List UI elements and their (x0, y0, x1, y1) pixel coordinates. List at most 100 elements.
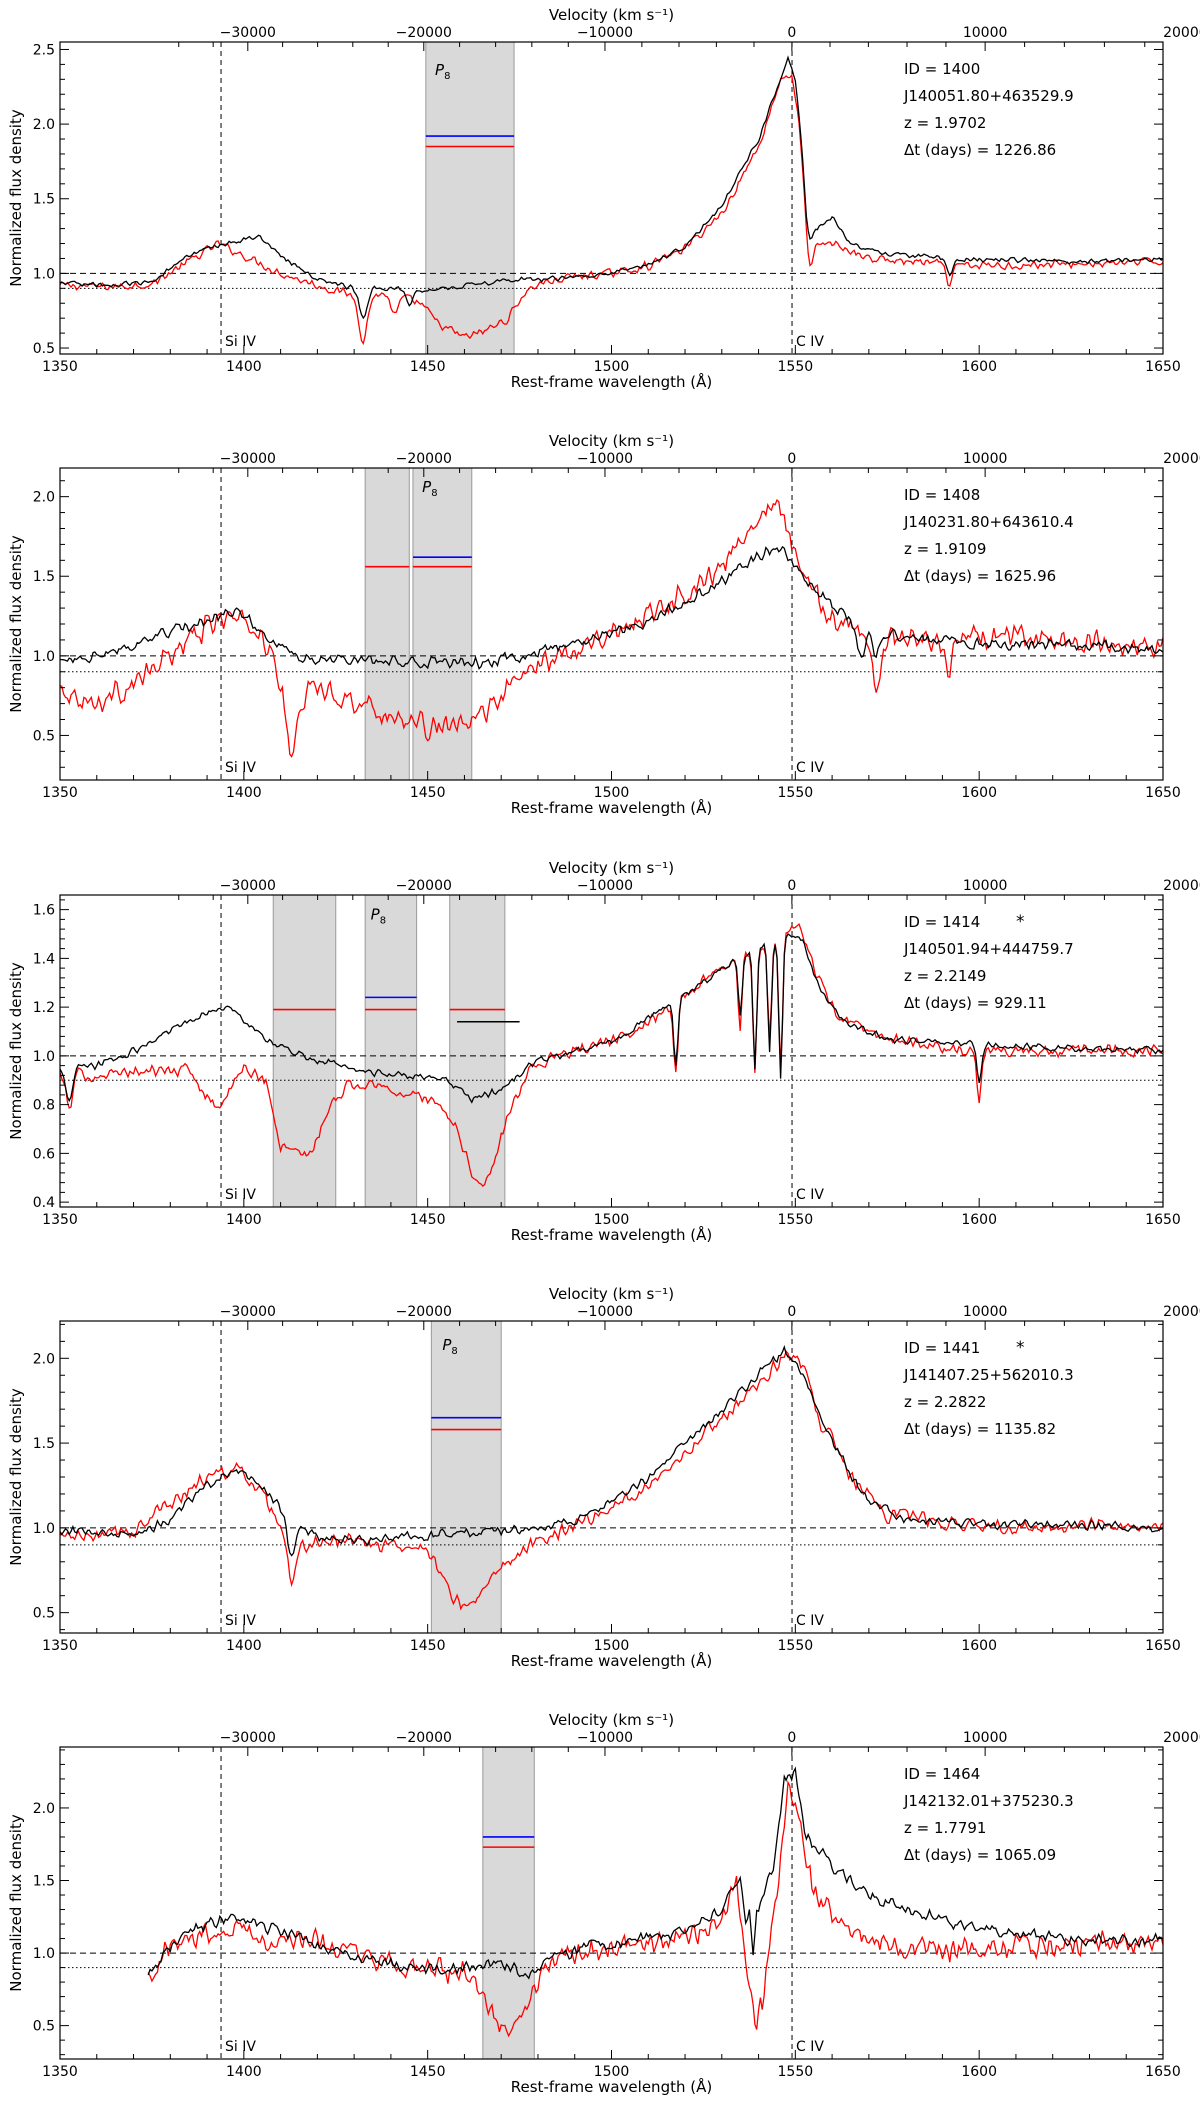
redshift: z = 1.7791 (904, 1819, 986, 1837)
absorption-region-3 (449, 895, 506, 1207)
x-tick-label: 1600 (961, 1638, 997, 1654)
spectrum-panel-2: P8 1350 1400 1450 1500 1550 1600 1650 Rest-frame… (7, 432, 1200, 817)
absorption-region-2 (412, 468, 473, 780)
time-baseline: Δt (days) = 1135.82 (904, 1420, 1056, 1438)
object-name: J140051.80+463529.9 (903, 87, 1074, 105)
x-axis-title: Rest-frame wavelength (Å) (511, 2077, 712, 2096)
x-tick-label: 1450 (410, 359, 446, 375)
object-id: ID = 1408 (904, 486, 980, 504)
redshift: z = 1.9109 (904, 540, 986, 558)
x-tick-label: 1450 (410, 785, 446, 801)
absorption-region-1 (364, 468, 410, 780)
y-axis-title: Normalized flux density (7, 1388, 25, 1566)
y-tick-label: 0.6 (33, 1146, 55, 1162)
y-axis-title: Normalized flux density (7, 1814, 25, 1992)
region-label: P8 (435, 61, 450, 82)
y-tick-label: 0.4 (33, 1195, 55, 1211)
x-tick-label: 1550 (778, 1212, 814, 1228)
object-name: J140231.80+643610.4 (903, 513, 1074, 531)
x-axis-title: Rest-frame wavelength (Å) (511, 372, 712, 391)
velocity-tick-label: 0 (787, 451, 796, 467)
y-tick-label: 1.0 (33, 266, 55, 282)
velocity-tick-label: 10000 (963, 451, 1008, 467)
y-tick-label: 1.6 (33, 903, 55, 919)
x-axis-title: Rest-frame wavelength (Å) (511, 798, 712, 817)
velocity-tick-label: −10000 (577, 1304, 633, 1320)
y-tick-label: 1.4 (33, 951, 55, 967)
velocity-tick-label: −30000 (220, 1304, 276, 1320)
object-id: ID = 1400 (904, 60, 980, 78)
y-tick-label: 0.8 (33, 1098, 55, 1114)
redshift: z = 2.2822 (904, 1393, 986, 1411)
spectrum-panel-5: 1350 1400 1450 1500 1550 1600 1650 Rest-frame w… (7, 1711, 1200, 2096)
x-tick-label: 1600 (961, 359, 997, 375)
red-spectrum-series (60, 1350, 1163, 1611)
absorption-region-2 (364, 895, 418, 1207)
region-label: P8 (371, 905, 386, 926)
x-tick-label: 1350 (42, 1638, 78, 1654)
y-tick-label: 0.5 (33, 728, 55, 744)
time-baseline: Δt (days) = 1625.96 (904, 567, 1056, 585)
velocity-tick-label: 10000 (963, 1304, 1008, 1320)
velocity-axis-title: Velocity (km s⁻¹) (549, 859, 674, 877)
velocity-tick-label: −10000 (577, 878, 633, 894)
velocity-tick-label: −30000 (220, 1730, 276, 1746)
absorption-region-1 (272, 895, 337, 1207)
black-spectrum-series (60, 545, 1163, 670)
y-tick-label: 0.5 (33, 1606, 55, 1622)
time-baseline: Δt (days) = 929.11 (904, 994, 1047, 1012)
y-tick-label: 1.0 (33, 1946, 55, 1962)
object-id: ID = 1441 (904, 1339, 980, 1357)
line-label-2: C IV (796, 1187, 824, 1203)
redshift: z = 1.9702 (904, 114, 986, 132)
x-tick-label: 1500 (594, 1638, 630, 1654)
y-tick-label: 1.0 (33, 649, 55, 665)
velocity-tick-label: −20000 (396, 878, 452, 894)
x-tick-label: 1500 (594, 785, 630, 801)
x-tick-label: 1650 (1145, 1212, 1181, 1228)
line-label-1: Si IV (225, 1187, 256, 1203)
velocity-tick-label: −10000 (577, 25, 633, 41)
x-tick-label: 1450 (410, 1638, 446, 1654)
velocity-tick-label: 20000 (1163, 878, 1200, 894)
red-spectrum-series (60, 922, 1163, 1188)
x-tick-label: 1350 (42, 785, 78, 801)
velocity-tick-label: −10000 (577, 1730, 633, 1746)
velocity-tick-label: −20000 (396, 1730, 452, 1746)
y-tick-label: 2.0 (33, 1801, 55, 1817)
velocity-tick-label: 10000 (963, 25, 1008, 41)
velocity-tick-label: −30000 (220, 25, 276, 41)
line-label-1: Si IV (225, 1613, 256, 1629)
spectrum-panel-1: P8 1350 1400 1450 1500 1550 1600 1650 Rest-frame… (7, 6, 1200, 391)
line-label-2: C IV (796, 2039, 824, 2055)
y-tick-label: 1.0 (33, 1049, 55, 1065)
velocity-tick-label: 20000 (1163, 1304, 1200, 1320)
x-tick-label: 1650 (1145, 785, 1181, 801)
velocity-tick-label: −20000 (396, 1304, 452, 1320)
redshift: z = 2.2149 (904, 967, 986, 985)
red-spectrum-series (60, 73, 1163, 346)
y-tick-label: 1.0 (33, 1521, 55, 1537)
x-axis-title: Rest-frame wavelength (Å) (511, 1225, 712, 1244)
y-tick-label: 2.0 (33, 490, 55, 506)
line-label-2: C IV (796, 334, 824, 350)
velocity-tick-label: −30000 (220, 878, 276, 894)
object-name: J141407.25+562010.3 (903, 1366, 1074, 1384)
x-tick-label: 1650 (1145, 1638, 1181, 1654)
time-baseline: Δt (days) = 1226.86 (904, 141, 1056, 159)
x-tick-label: 1500 (594, 1212, 630, 1228)
x-tick-label: 1600 (961, 1212, 997, 1228)
line-label-2: C IV (796, 760, 824, 776)
velocity-tick-label: −20000 (396, 451, 452, 467)
velocity-tick-label: −10000 (577, 451, 633, 467)
red-spectrum-series (147, 1780, 1163, 2038)
y-tick-label: 0.5 (33, 2019, 55, 2035)
line-label-1: Si IV (225, 2039, 256, 2055)
line-label-2: C IV (796, 1613, 824, 1629)
x-tick-label: 1600 (961, 2064, 997, 2080)
x-tick-label: 1400 (226, 1212, 262, 1228)
y-tick-label: 1.5 (33, 192, 55, 208)
y-tick-label: 1.2 (33, 1000, 55, 1016)
x-tick-label: 1550 (778, 359, 814, 375)
